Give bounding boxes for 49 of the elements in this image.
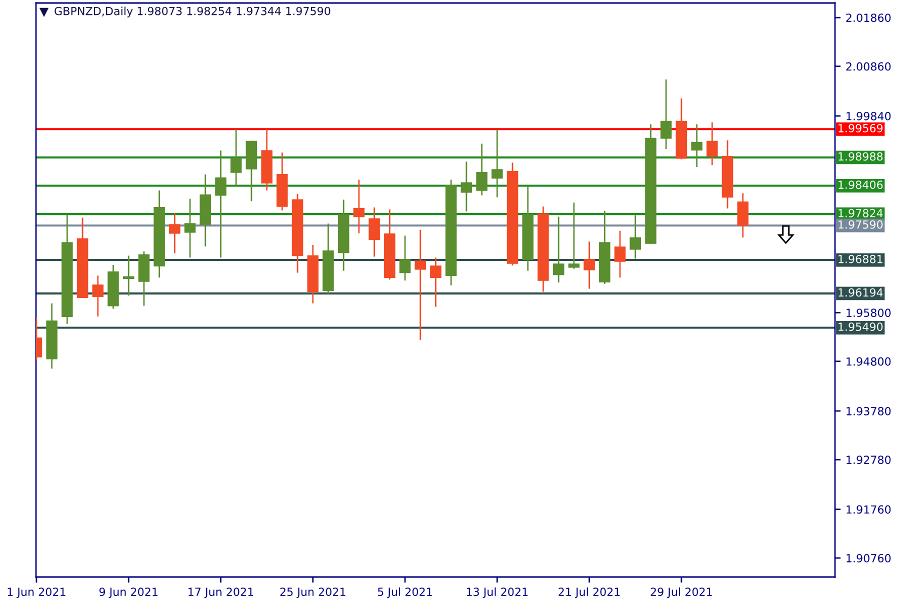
ref-line-label: 1.96194: [838, 288, 883, 297]
y-tick-label: 1.93780: [846, 406, 891, 416]
x-tick-label: 25 Jun 2021: [280, 588, 346, 598]
candlestick: [691, 124, 702, 168]
candlestick: [630, 214, 642, 260]
y-tick-label: 1.94800: [846, 357, 891, 366]
candlestick: [353, 179, 365, 234]
candlestick: [399, 235, 411, 282]
candlestick: [552, 216, 564, 284]
y-tick-label: 2.01860: [846, 14, 891, 22]
candlestick: [476, 143, 488, 196]
x-tick-label: 13 Jul 2021: [466, 587, 528, 598]
candlestick: [737, 192, 748, 238]
x-tick-label: 17 Jun 2021: [188, 588, 254, 598]
candlestick: [184, 198, 196, 258]
ref-line-label: 1.95490: [838, 322, 883, 331]
y-tick-label: 1.95800: [846, 308, 891, 318]
ref-line-label: 1.96881: [838, 254, 882, 264]
candlestick: [460, 161, 472, 212]
x-tick-label: 5 Jul 2021: [378, 587, 432, 598]
candlestick: [230, 128, 242, 186]
candlestick: [92, 274, 104, 318]
candlestick: [368, 206, 380, 258]
x-tick-label: 21 Jul 2021: [558, 587, 620, 598]
ref-line-label: 1.97824: [838, 208, 883, 218]
candlestick: [568, 202, 580, 270]
x-tick-label: 9 Jun 2021: [99, 588, 158, 598]
ref-line-label: 1.99569: [838, 124, 883, 132]
y-tick-label: 2.00860: [846, 62, 891, 71]
chart-title: GBPNZD,Daily 1.98073 1.98254 1.97344 1.97590: [54, 6, 330, 18]
x-tick-label: 29 Jul 2021: [650, 587, 712, 598]
y-tick-label: 1.92780: [846, 456, 891, 464]
candlestick: [584, 240, 595, 290]
candlestick: [706, 122, 718, 166]
candlestick: [169, 212, 180, 254]
y-tick-label: 1.91760: [846, 505, 891, 514]
ref-line-label: 1.98406: [838, 180, 883, 189]
ref-line-label: 1.97590: [838, 220, 883, 229]
candlestick: [492, 128, 503, 198]
x-tick-label: 1 Jun 2021: [8, 588, 66, 598]
candlestick: [414, 229, 426, 341]
candlestick: [430, 256, 442, 308]
candlestick: [122, 254, 134, 296]
candlestick: [215, 150, 226, 258]
candlestick: [660, 78, 672, 150]
y-tick-label: 1.90760: [846, 554, 891, 562]
y-tick-label: 1.99840: [846, 112, 891, 120]
ref-line-label: 1.98988: [838, 152, 883, 161]
candlestick: [614, 230, 626, 278]
